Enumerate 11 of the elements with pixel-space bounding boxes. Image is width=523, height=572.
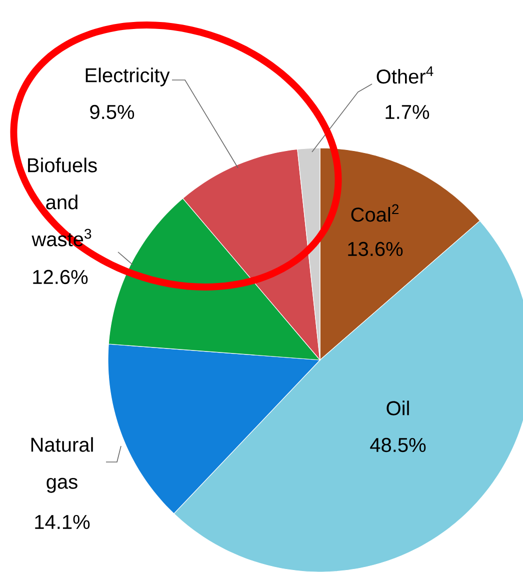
slice-label: Oil: [386, 400, 409, 416]
slice-label: Electricity: [86, 68, 170, 86]
data-label: 14.1%: [35, 514, 90, 529]
data-label: 1.7%: [386, 104, 430, 119]
data-label: 13.6%: [348, 242, 403, 256]
category-label: Natural gas: [31, 437, 93, 493]
slice-label: Other$^{4}$: [376, 66, 434, 84]
data-label: 9.5%: [90, 104, 134, 120]
slice-label: Coal$^{2}$: [351, 204, 399, 222]
data-label: 48.5%: [370, 438, 426, 452]
data-label: 12.6%: [33, 270, 88, 284]
